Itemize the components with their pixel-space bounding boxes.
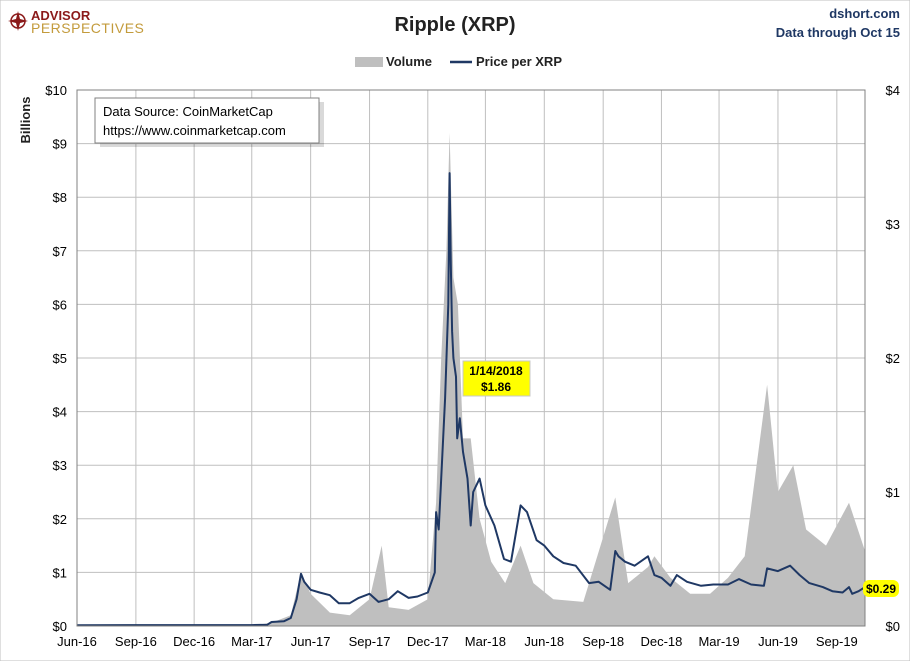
volume-series xyxy=(77,132,865,626)
y-left-tick-label: $7 xyxy=(53,244,67,259)
y-left-tick-label: $3 xyxy=(53,458,67,473)
plot-frame xyxy=(76,89,866,627)
legend: Volume Price per XRP xyxy=(355,54,562,69)
price-line xyxy=(76,172,866,627)
y-axis-label: Billions xyxy=(18,97,33,144)
data-through: Data through Oct 15 xyxy=(776,25,900,40)
legend-volume-label: Volume xyxy=(386,54,432,69)
y-left-tick-label: $6 xyxy=(53,297,67,312)
x-tick-label: Jun-19 xyxy=(758,634,798,649)
y-right-tick-label: $4 xyxy=(886,83,900,98)
y-axis-right: $0 $1 $2 $3 $4 xyxy=(886,83,900,634)
last-value-label: $0.29 xyxy=(863,580,899,597)
y-left-tick-label: $8 xyxy=(53,190,67,205)
logo-line1: ADVISOR xyxy=(31,8,91,23)
y-left-tick-label: $5 xyxy=(53,351,67,366)
y-right-tick-label: $0 xyxy=(886,619,900,634)
logo-line2: PERSPECTIVES xyxy=(31,20,144,36)
x-tick-label: Sep-16 xyxy=(115,634,157,649)
y-right-tick-label: $1 xyxy=(886,485,900,500)
x-tick-label: Sep-19 xyxy=(816,634,858,649)
annotation-value: $1.86 xyxy=(481,380,511,394)
peak-annotation: 1/14/2018 $1.86 xyxy=(462,360,531,397)
price-series xyxy=(76,172,866,627)
compass-icon xyxy=(8,11,28,31)
volume-area xyxy=(77,132,865,626)
x-tick-label: Dec-17 xyxy=(407,634,449,649)
advisor-perspectives-logo: ADVISOR PERSPECTIVES xyxy=(8,8,144,36)
source-line2: https://www.coinmarketcap.com xyxy=(103,123,286,138)
y-axis-left: $0 $1 $2 $3 $4 $5 $6 $7 $8 $9 $10 xyxy=(45,83,67,634)
chart-title: Ripple (XRP) xyxy=(394,14,515,36)
last-value-box xyxy=(863,580,899,597)
x-tick-label: Mar-18 xyxy=(465,634,506,649)
source-box: Data Source: CoinMarketCap https://www.c… xyxy=(94,97,324,147)
x-axis: Jun-16 Sep-16 Dec-16 Mar-17 Jun-17 Sep-17 Dec-… xyxy=(57,634,858,649)
x-tick-label: Sep-18 xyxy=(582,634,624,649)
x-tick-label: Dec-18 xyxy=(640,634,682,649)
y-left-tick-label: $0 xyxy=(53,619,67,634)
source-site: dshort.com xyxy=(829,6,900,21)
y-left-tick-label: $1 xyxy=(53,565,67,580)
y-right-tick-label: $3 xyxy=(886,217,900,232)
y-left-tick-label: $10 xyxy=(45,83,67,98)
source-box-frame xyxy=(94,97,320,144)
x-tick-label: Sep-17 xyxy=(349,634,391,649)
y-left-tick-label: $4 xyxy=(53,405,67,420)
y-left-tick-label: $2 xyxy=(53,512,67,527)
legend-volume-swatch xyxy=(355,57,383,67)
x-tick-label: Dec-16 xyxy=(173,634,215,649)
x-tick-label: Mar-17 xyxy=(231,634,272,649)
y-right-tick-label: $2 xyxy=(886,351,900,366)
last-value-text: $0.29 xyxy=(866,582,896,596)
source-line1: Data Source: CoinMarketCap xyxy=(103,104,273,119)
annotation-box xyxy=(462,360,531,397)
y-left-tick-label: $9 xyxy=(53,137,67,152)
annotation-date: 1/14/2018 xyxy=(469,364,523,378)
legend-price-label: Price per XRP xyxy=(476,54,562,69)
x-tick-label: Jun-16 xyxy=(57,634,97,649)
x-tick-label: Jun-18 xyxy=(524,634,564,649)
x-tick-label: Jun-17 xyxy=(291,634,331,649)
x-tick-label: Mar-19 xyxy=(698,634,739,649)
